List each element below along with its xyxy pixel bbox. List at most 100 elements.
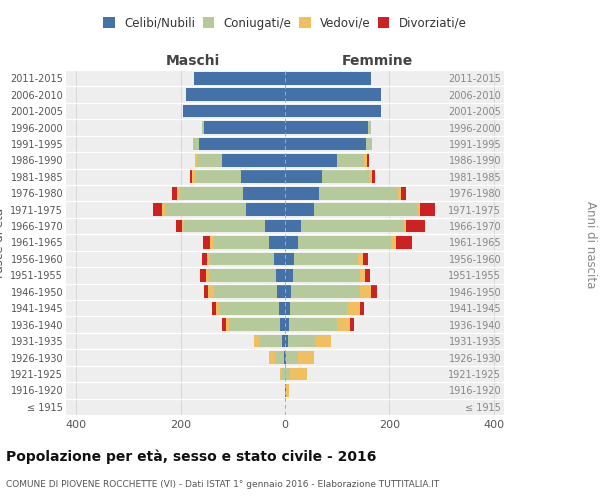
Bar [202, 121, 204, 134]
Bar [372, 170, 374, 183]
Bar [206, 269, 209, 282]
Bar [322, 170, 370, 183]
Bar [195, 154, 197, 167]
Bar [337, 154, 364, 167]
Bar [209, 269, 275, 282]
Bar [259, 334, 283, 347]
Bar [208, 252, 210, 266]
Bar [285, 286, 291, 298]
Bar [285, 220, 301, 232]
Bar [177, 187, 179, 200]
Bar [186, 88, 285, 101]
Bar [315, 334, 331, 347]
Bar [213, 236, 269, 249]
Bar [153, 203, 163, 216]
Bar [289, 318, 337, 331]
Bar [295, 252, 358, 266]
Bar [284, 351, 285, 364]
Bar [192, 170, 195, 183]
Bar [285, 138, 366, 150]
Bar [184, 104, 285, 118]
Bar [285, 72, 371, 85]
Bar [182, 220, 184, 232]
Bar [190, 170, 192, 183]
Bar [285, 269, 293, 282]
Bar [419, 203, 435, 216]
Bar [172, 187, 177, 200]
Bar [219, 302, 279, 314]
Bar [214, 286, 277, 298]
Bar [314, 203, 417, 216]
Bar [165, 203, 246, 216]
Bar [179, 187, 243, 200]
Bar [359, 302, 364, 314]
Bar [274, 252, 285, 266]
Bar [275, 269, 285, 282]
Bar [370, 170, 372, 183]
Bar [285, 104, 382, 118]
Bar [298, 351, 314, 364]
Bar [200, 269, 206, 282]
Bar [202, 252, 208, 266]
Bar [350, 318, 355, 331]
Bar [285, 318, 289, 331]
Bar [216, 302, 219, 314]
Bar [269, 236, 285, 249]
Bar [194, 72, 285, 85]
Bar [367, 154, 370, 167]
Bar [243, 187, 285, 200]
Text: Maschi: Maschi [166, 54, 220, 68]
Bar [371, 286, 377, 298]
Text: COMUNE DI PIOVENE ROCCHETTE (VI) - Dati ISTAT 1° gennaio 2016 - Elaborazione TUT: COMUNE DI PIOVENE ROCCHETTE (VI) - Dati … [6, 480, 439, 489]
Bar [301, 220, 404, 232]
Bar [269, 351, 275, 364]
Bar [365, 269, 370, 282]
Bar [280, 318, 285, 331]
Bar [366, 138, 372, 150]
Bar [287, 334, 315, 347]
Text: Anni di nascita: Anni di nascita [584, 202, 597, 288]
Bar [358, 252, 363, 266]
Bar [279, 302, 285, 314]
Legend: Celibi/Nubili, Coniugati/e, Vedovi/e, Divorziati/e: Celibi/Nubili, Coniugati/e, Vedovi/e, Di… [103, 16, 467, 30]
Bar [359, 269, 365, 282]
Bar [360, 286, 371, 298]
Bar [347, 302, 359, 314]
Bar [277, 286, 285, 298]
Bar [286, 384, 289, 397]
Bar [286, 351, 298, 364]
Bar [285, 384, 286, 397]
Y-axis label: Fasce di età: Fasce di età [0, 208, 6, 278]
Bar [203, 236, 211, 249]
Bar [285, 187, 319, 200]
Bar [298, 236, 391, 249]
Bar [285, 88, 382, 101]
Bar [210, 252, 274, 266]
Bar [404, 220, 406, 232]
Bar [211, 236, 213, 249]
Bar [283, 368, 285, 380]
Bar [398, 187, 401, 200]
Bar [197, 154, 223, 167]
Bar [396, 236, 412, 249]
Bar [223, 154, 285, 167]
Bar [285, 154, 337, 167]
Bar [290, 368, 307, 380]
Bar [285, 236, 298, 249]
Bar [222, 318, 226, 331]
Bar [193, 138, 199, 150]
Bar [184, 220, 265, 232]
Bar [229, 318, 280, 331]
Bar [208, 286, 214, 298]
Bar [291, 286, 360, 298]
Bar [401, 187, 406, 200]
Bar [212, 302, 216, 314]
Bar [285, 368, 290, 380]
Bar [285, 203, 314, 216]
Bar [285, 351, 286, 364]
Bar [285, 252, 295, 266]
Bar [293, 269, 359, 282]
Bar [337, 318, 350, 331]
Bar [241, 170, 285, 183]
Bar [406, 220, 425, 232]
